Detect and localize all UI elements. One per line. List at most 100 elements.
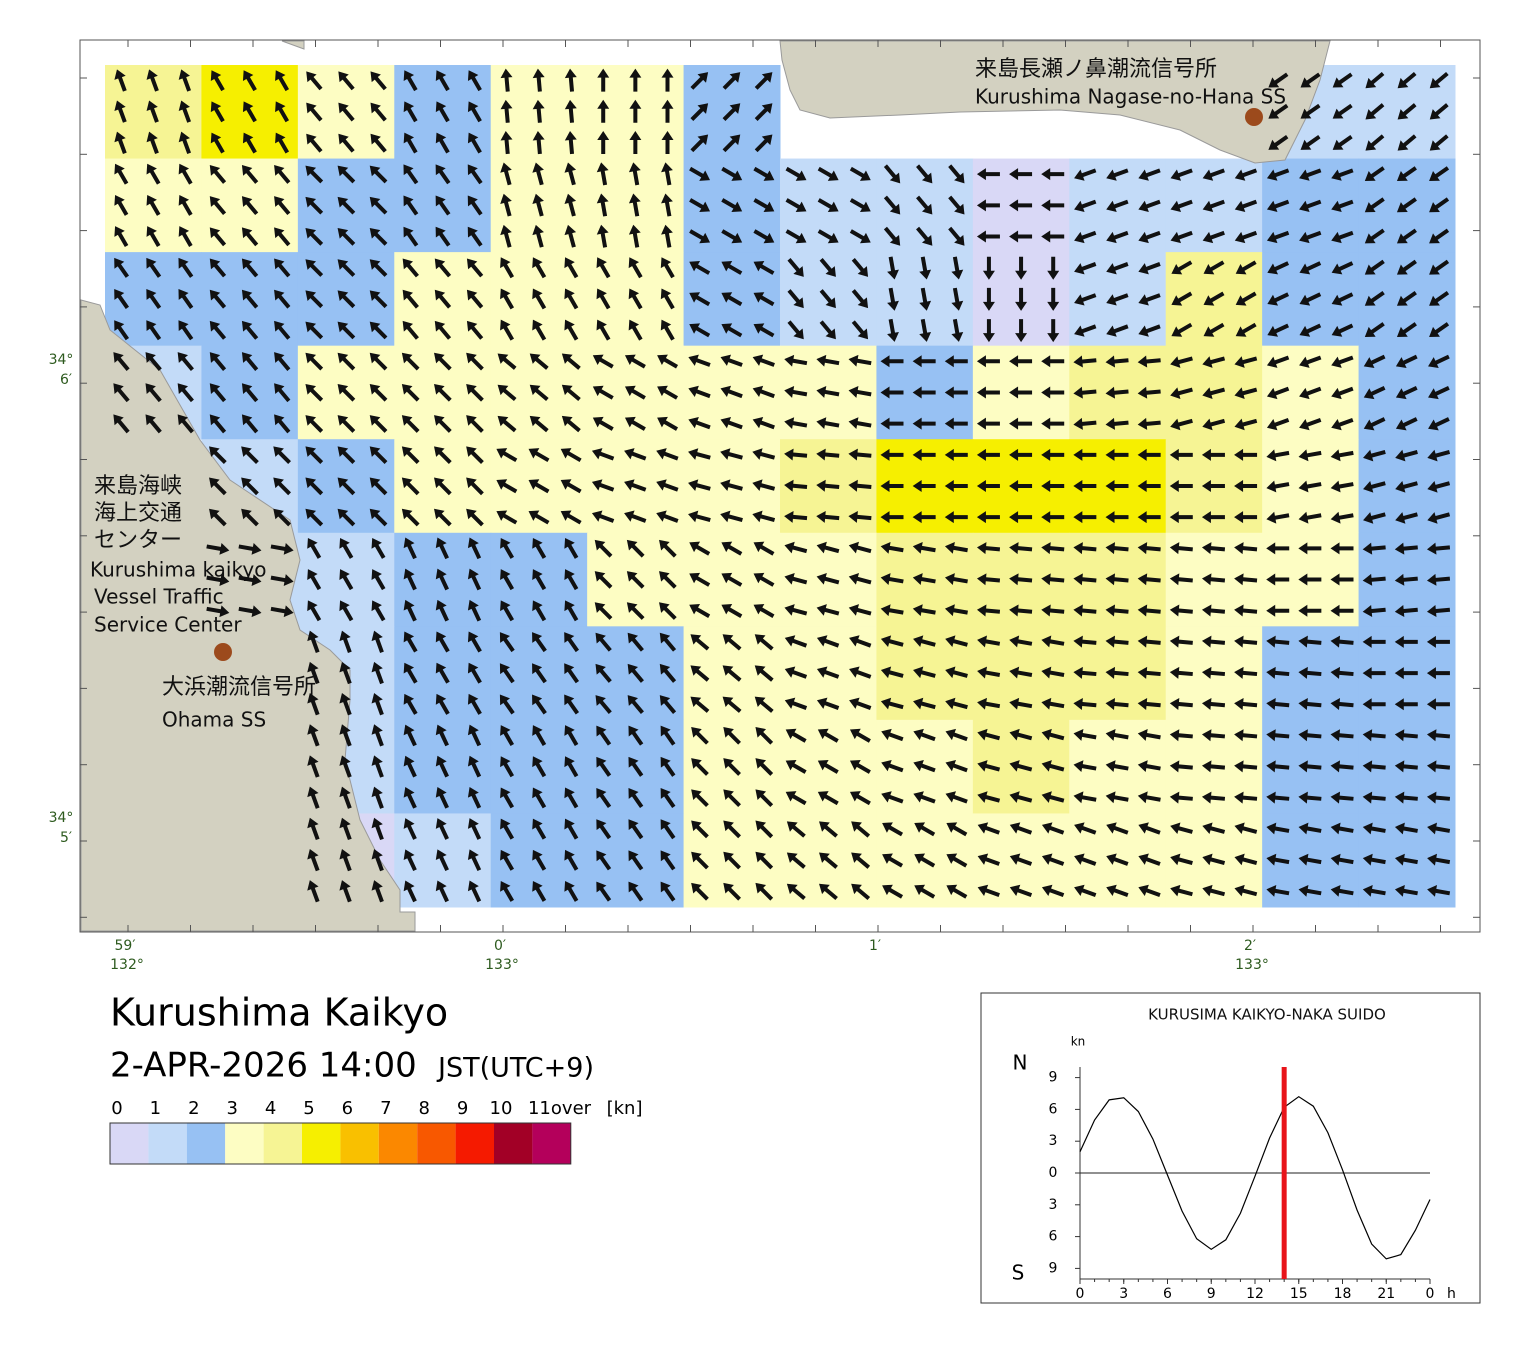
current-arrow: [753, 198, 775, 213]
current-arrow: [1137, 573, 1161, 586]
current-arrow: [371, 693, 384, 716]
current-arrow: [688, 416, 711, 430]
current-arrow: [628, 224, 641, 248]
current-arrow: [919, 256, 932, 280]
current-arrow: [977, 728, 1001, 741]
current-arrow: [882, 822, 904, 837]
current-arrow: [982, 287, 995, 311]
current-arrow: [403, 132, 418, 154]
current-arrow: [305, 477, 324, 496]
current-arrow: [435, 880, 449, 903]
legend-label: 11: [528, 1098, 551, 1119]
current-arrow: [913, 760, 936, 773]
current-arrow: [723, 789, 741, 808]
current-arrow: [976, 480, 1000, 492]
current-arrow: [467, 693, 482, 715]
current-arrow: [210, 132, 225, 154]
current-arrow: [306, 133, 323, 153]
x-tick-label: 0: [1426, 1286, 1435, 1302]
current-arrow: [1266, 853, 1290, 866]
current-arrow: [209, 414, 227, 434]
current-arrow: [784, 572, 808, 585]
center-name-ja: 海上交通: [94, 501, 182, 526]
current-arrow: [241, 477, 259, 496]
current-arrow: [305, 228, 324, 246]
current-arrow: [466, 446, 484, 465]
current-arrow: [1364, 259, 1385, 275]
current-arrow: [1268, 135, 1289, 150]
current-arrow: [596, 788, 612, 809]
current-arrow: [1137, 417, 1161, 430]
current-arrow: [466, 289, 484, 309]
current-arrow: [369, 259, 388, 277]
current-arrow: [1169, 635, 1193, 648]
current-arrow: [1009, 604, 1033, 617]
current-arrow: [689, 166, 711, 181]
legend-unit: [kn]: [607, 1098, 643, 1119]
current-arrow: [370, 133, 387, 153]
current-arrow: [113, 383, 130, 403]
current-arrow: [1396, 290, 1417, 306]
legend-swatch: [263, 1123, 302, 1164]
current-arrow: [1009, 417, 1033, 430]
current-arrow: [434, 383, 452, 402]
current-arrow: [1105, 760, 1129, 773]
lat-tick-label: 34°: [49, 352, 74, 368]
legend-swatch: [340, 1123, 379, 1164]
current-arrow: [816, 541, 840, 554]
current-arrow: [754, 134, 773, 153]
current-arrow: [1266, 760, 1290, 773]
current-arrow: [1330, 822, 1354, 835]
current-arrow: [1394, 542, 1418, 555]
current-arrow: [784, 448, 808, 461]
x-tick-label: 6: [1163, 1286, 1172, 1302]
current-arrow: [754, 103, 773, 121]
current-arrow: [849, 791, 871, 806]
current-arrow: [500, 818, 515, 840]
current-arrow: [977, 635, 1001, 648]
current-arrow: [305, 259, 324, 277]
y-tick-label: 6: [1049, 1101, 1058, 1117]
current-arrow: [146, 69, 159, 92]
current-arrow: [816, 354, 840, 367]
current-arrow: [337, 196, 356, 215]
current-arrow: [1330, 573, 1354, 586]
current-arrow: [500, 849, 515, 871]
current-arrow: [1364, 197, 1385, 213]
lon-tick-label: 132°: [110, 957, 144, 973]
current-arrow: [178, 226, 193, 248]
current-arrow: [887, 318, 899, 342]
current-arrow: [1267, 292, 1290, 306]
current-arrow: [146, 163, 161, 185]
current-arrow: [784, 354, 808, 367]
chart-title: KURUSIMA KAIKYO-NAKA SUIDO: [1148, 1006, 1386, 1024]
current-arrow: [178, 69, 191, 92]
legend-swatch: [110, 1123, 149, 1164]
current-arrow: [656, 510, 679, 523]
current-arrow: [592, 416, 614, 431]
current-arrow: [435, 818, 449, 840]
current-arrow: [273, 477, 291, 496]
current-arrow: [689, 198, 711, 213]
current-arrow: [1202, 356, 1226, 368]
current-arrow: [307, 600, 322, 622]
current-arrow: [1395, 417, 1418, 431]
current-arrow: [688, 510, 711, 523]
current-arrow: [467, 599, 482, 622]
x-tick-label: 0: [1076, 1286, 1085, 1302]
current-arrow: [944, 448, 968, 461]
current-arrow: [1170, 168, 1193, 181]
current-arrow: [659, 632, 677, 652]
current-arrow: [1235, 260, 1257, 275]
current-arrow: [401, 352, 420, 371]
current-arrow: [916, 226, 933, 246]
current-arrow: [1009, 760, 1033, 772]
current-arrow: [591, 510, 615, 523]
current-arrow: [916, 164, 933, 184]
current-arrow: [532, 224, 544, 248]
current-arrow: [1074, 324, 1097, 337]
current-arrow: [753, 572, 775, 587]
current-arrow: [1331, 417, 1354, 431]
current-arrow: [114, 289, 130, 310]
current-arrow: [1201, 511, 1225, 524]
